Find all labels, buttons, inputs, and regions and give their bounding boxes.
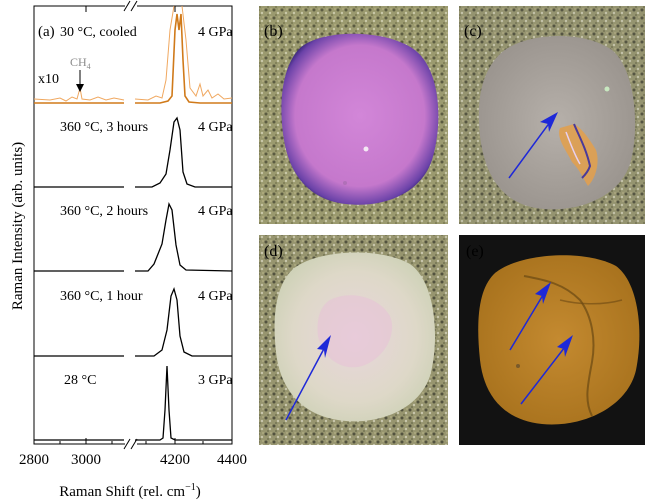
- spectrum-28c: [34, 365, 232, 441]
- ch4-arrowhead: [76, 84, 84, 92]
- arrow: [508, 117, 554, 179]
- pressure-label: 4 GPa: [198, 120, 233, 135]
- photo-c: (c): [459, 6, 645, 224]
- pressure-label: 4 GPa: [198, 204, 233, 219]
- x-axis-label: Raman Shift (rel. cm−1): [59, 482, 200, 500]
- condition-label: 360 °C, 3 hours: [60, 120, 148, 135]
- ch4-label: CH4: [70, 55, 91, 71]
- spectrum-30c-cooled: [34, 13, 232, 104]
- x-tick-label: 4400: [217, 452, 247, 468]
- arrowhead: [317, 335, 331, 358]
- arrowhead: [540, 112, 558, 132]
- y-axis-label: Raman Intensity (arb. units): [10, 142, 26, 310]
- panel-label-a: (a): [38, 24, 55, 40]
- panel-label-d: (d): [264, 243, 283, 260]
- spectrum-360c-1h: [34, 287, 232, 357]
- condition-label: 360 °C, 2 hours: [60, 204, 148, 219]
- pressure-label: 4 GPa: [198, 25, 233, 40]
- arrow: [285, 342, 328, 421]
- arrowhead: [535, 282, 551, 304]
- x-ticks: [33, 6, 233, 444]
- panel-label-e: (e): [466, 243, 484, 260]
- spectrum-360c-2h: [34, 201, 233, 272]
- sample-chamber: [478, 255, 640, 425]
- axis-break-top: [123, 0, 138, 12]
- arrowhead: [557, 335, 573, 357]
- photo-e: (e): [459, 235, 645, 445]
- sample-chamber: [478, 36, 636, 210]
- condition-label: 360 °C, 1 hour: [60, 289, 143, 304]
- panel-label-c: (c): [464, 23, 482, 40]
- panel-a: 2800 3000 4200 4300 4400 Raman Shift (re…: [10, 0, 247, 500]
- arrow: [509, 289, 547, 351]
- pressure-label: 4 GPa: [198, 289, 233, 304]
- condition-label: 28 °C: [64, 373, 96, 388]
- photo-d: (d): [259, 235, 448, 445]
- x-tick-label: 3000: [71, 452, 101, 468]
- photo-b: (b): [259, 6, 448, 224]
- spectrum-30c-cooled-x10: [33, 5, 233, 102]
- x10-label: x10: [38, 72, 59, 87]
- x-tick-label: 4200: [160, 452, 190, 468]
- pressure-label: 3 GPa: [198, 373, 233, 388]
- condition-label: 30 °C, cooled: [60, 25, 137, 40]
- axis-break-bottom: [123, 438, 138, 450]
- arrow: [520, 342, 569, 405]
- panel-label-b: (b): [264, 23, 283, 40]
- sample-chamber: [281, 33, 439, 205]
- x-tick-label: 2800: [19, 452, 49, 468]
- spectrum-360c-3h: [34, 116, 232, 188]
